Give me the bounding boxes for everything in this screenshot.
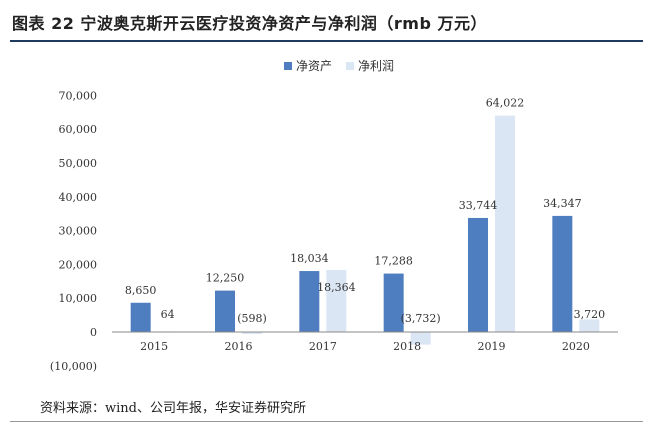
bar-net-profit: [242, 332, 262, 335]
legend-swatch-net-profit: [346, 62, 354, 70]
y-tick-label: 60,000: [59, 123, 98, 136]
bar-net-assets: [215, 290, 235, 332]
y-tick-label: 10,000: [59, 292, 98, 305]
x-tick-label: 2015: [140, 340, 168, 353]
y-tick-label: 40,000: [59, 191, 98, 204]
x-tick-label: 2018: [393, 340, 421, 353]
y-tick-label: 50,000: [59, 157, 98, 170]
bar-net-assets: [383, 273, 404, 332]
data-label-net-profit: 64: [161, 308, 175, 321]
legend-swatch-net-assets: [284, 62, 292, 70]
x-tick-label: 2017: [309, 340, 337, 353]
bar-net-profit: [326, 269, 347, 332]
bar-net-profit: [410, 332, 431, 345]
title-rule: [10, 40, 643, 42]
y-tick-label: (10,000): [50, 360, 97, 373]
data-label-net-assets: 17,288: [374, 255, 413, 268]
data-label-net-assets: 18,034: [290, 252, 329, 265]
bar-net-assets: [299, 271, 320, 332]
data-label-net-profit: 3,720: [574, 308, 606, 321]
data-label-net-assets: 34,347: [543, 197, 582, 210]
x-tick-label: 2016: [225, 340, 253, 353]
data-label-net-assets: 33,744: [459, 199, 498, 212]
data-label-net-assets: 12,250: [206, 272, 245, 285]
data-label-net-assets: 8,650: [125, 284, 157, 297]
x-axis: 2015 2016 2017 2018 2019 2020: [112, 331, 618, 353]
source-note: 资料来源：wind、公司年报，华安证券研究所: [40, 401, 306, 416]
bottom-rule: [10, 421, 643, 422]
bar-chart: 净资产 净利润 (10,000) 0 10,000 20,000 30,000 40,00…: [50, 59, 618, 373]
figure-title: 图表 22 宁波奥克斯开云医疗投资净资产与净利润（rmb 万元）: [12, 14, 487, 33]
bar-net-profit: [495, 115, 515, 332]
y-tick-label: 70,000: [59, 89, 98, 102]
bar-net-profit: [579, 319, 600, 332]
data-label-net-profit: 64,022: [486, 97, 525, 110]
x-tick-label: 2020: [562, 340, 590, 353]
legend: 净资产 净利润: [284, 59, 394, 73]
data-label-net-profit: (598): [237, 312, 267, 325]
bar-net-assets: [468, 217, 488, 332]
y-tick-label: 0: [90, 326, 97, 339]
legend-label-net-profit: 净利润: [358, 59, 394, 73]
y-axis: (10,000) 0 10,000 20,000 30,000 40,000 50,000 6…: [50, 89, 97, 372]
y-tick-label: 20,000: [59, 258, 98, 271]
data-label-net-profit: 18,364: [317, 281, 356, 294]
bar-net-assets: [552, 215, 573, 332]
x-tick-label: 2019: [478, 340, 506, 353]
bar-net-assets: [130, 302, 151, 332]
y-tick-label: 30,000: [59, 225, 98, 238]
legend-label-net-assets: 净资产: [296, 59, 332, 73]
bars: 8,650 64 12,250 (598) 18,034 18,364 17,288 (3,7…: [125, 97, 605, 345]
data-label-net-profit: (3,732): [401, 312, 441, 325]
